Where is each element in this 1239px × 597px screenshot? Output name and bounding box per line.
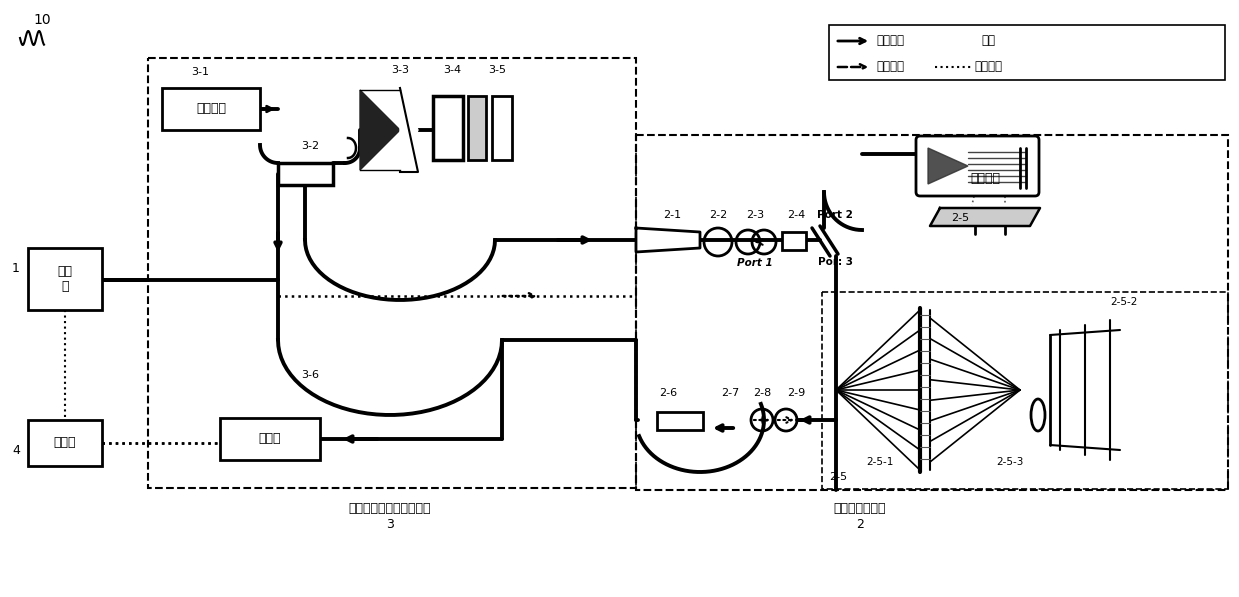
Bar <box>162 88 260 130</box>
Text: 2-7: 2-7 <box>721 388 740 398</box>
Text: 3-5: 3-5 <box>488 65 506 75</box>
Text: 2: 2 <box>856 518 864 531</box>
Bar <box>782 232 807 250</box>
Bar <box>28 248 102 310</box>
Text: Por: 3: Por: 3 <box>818 257 852 267</box>
Bar <box>221 418 320 460</box>
Text: 3-6: 3-6 <box>301 370 318 380</box>
Text: 3-1: 3-1 <box>191 67 209 77</box>
Text: Port 1: Port 1 <box>737 258 773 268</box>
Bar <box>278 163 333 185</box>
Text: 频域光相干涉层成像模块: 频域光相干涉层成像模块 <box>348 501 431 515</box>
Text: 数据传输: 数据传输 <box>974 60 1002 73</box>
Text: 激光
器: 激光 器 <box>57 265 73 293</box>
Text: 2-5-3: 2-5-3 <box>996 457 1023 467</box>
Text: 2-5: 2-5 <box>952 213 969 223</box>
Bar <box>432 96 463 160</box>
Polygon shape <box>930 208 1040 226</box>
Text: 共光路扩描模块: 共光路扩描模块 <box>834 501 886 515</box>
Bar <box>829 25 1225 80</box>
Text: 4: 4 <box>12 444 20 457</box>
Text: 2-8: 2-8 <box>753 388 771 398</box>
Text: 2-2: 2-2 <box>709 210 727 220</box>
Text: 消融激光: 消融激光 <box>876 60 904 73</box>
Text: 组织样品: 组织样品 <box>970 171 1000 184</box>
Text: 2-5: 2-5 <box>829 472 847 482</box>
FancyBboxPatch shape <box>916 136 1040 196</box>
Text: 2-3: 2-3 <box>746 210 764 220</box>
Text: 2-4: 2-4 <box>787 210 805 220</box>
Bar <box>492 96 512 160</box>
Bar <box>147 58 636 488</box>
Polygon shape <box>400 88 418 172</box>
Text: 控制器: 控制器 <box>53 436 77 450</box>
Text: 3: 3 <box>387 518 394 531</box>
Bar <box>468 96 486 160</box>
Text: 2-5-2: 2-5-2 <box>1110 297 1137 307</box>
Polygon shape <box>928 148 968 184</box>
Text: 光纤: 光纤 <box>981 35 995 48</box>
Text: 3-2: 3-2 <box>301 141 320 151</box>
Text: 3-3: 3-3 <box>392 65 409 75</box>
Text: 2-1: 2-1 <box>663 210 681 220</box>
Text: 3-4: 3-4 <box>442 65 461 75</box>
Bar <box>28 420 102 466</box>
Text: 2-9: 2-9 <box>787 388 805 398</box>
Text: 光谱仪: 光谱仪 <box>259 432 281 445</box>
Text: 2-5-1: 2-5-1 <box>866 457 893 467</box>
Text: 2-6: 2-6 <box>659 388 676 398</box>
Polygon shape <box>361 90 400 170</box>
Text: 10: 10 <box>33 13 51 27</box>
Text: Port 2: Port 2 <box>817 210 852 220</box>
Bar <box>636 135 1228 490</box>
Bar <box>657 412 703 430</box>
Polygon shape <box>636 228 700 252</box>
Text: 1: 1 <box>12 261 20 275</box>
Text: 宽带光源: 宽带光源 <box>196 103 225 115</box>
Text: 成像激光: 成像激光 <box>876 35 904 48</box>
Bar <box>821 292 1228 489</box>
